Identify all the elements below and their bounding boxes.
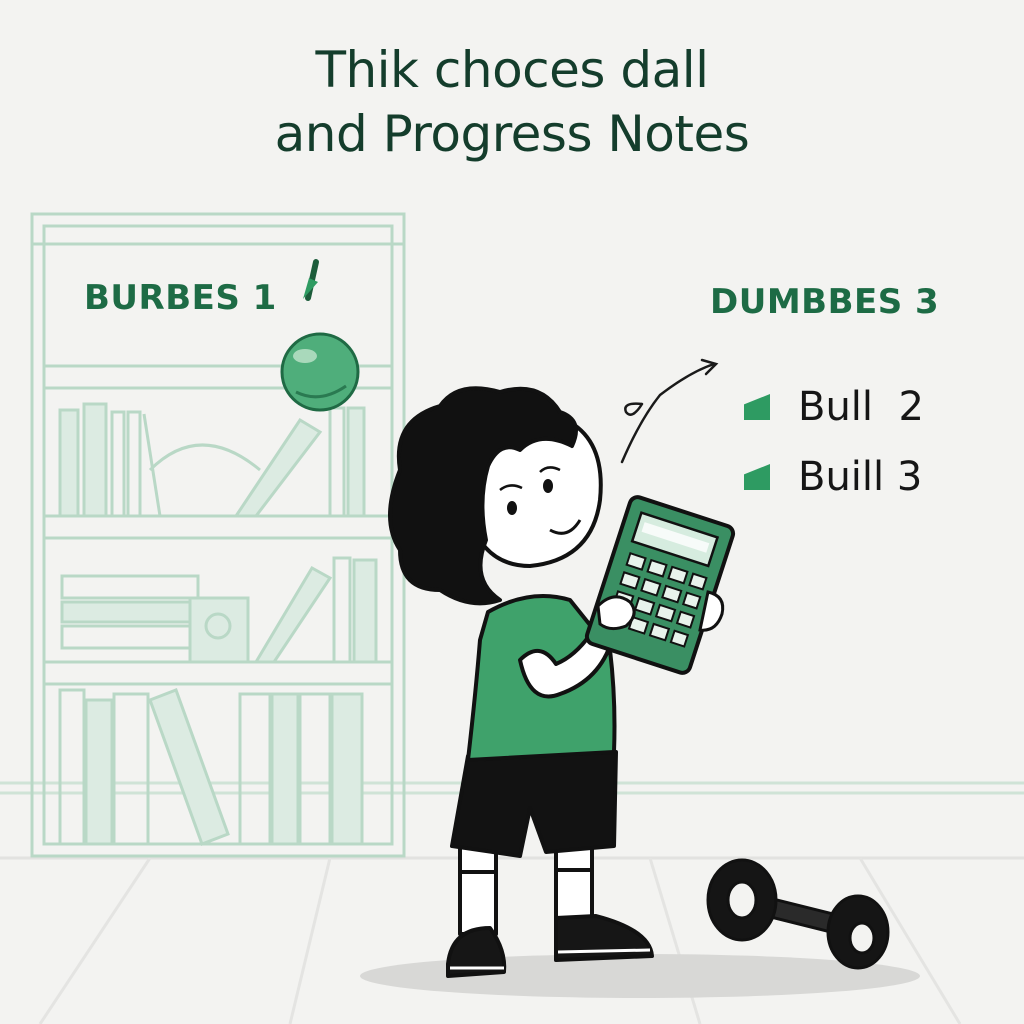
calculator-icon	[584, 495, 736, 675]
list-item: Buill 3	[744, 442, 924, 512]
bullet-marker-icon	[744, 394, 770, 420]
bullet-label: Buill 3	[798, 454, 923, 500]
floor-shadow	[360, 954, 920, 998]
ball-icon	[280, 332, 360, 412]
title-line-1: Thik choces dall	[315, 41, 709, 99]
left-heading: BURBES 1	[84, 278, 277, 318]
page-title: Thik choces dall and Progress Notes	[0, 38, 1024, 166]
dumbbell-icon	[706, 858, 890, 970]
child-figure	[388, 386, 654, 978]
pencil-icon	[303, 259, 319, 301]
bullet-list: Bull 2 Buill 3	[744, 372, 924, 512]
bullet-marker-icon	[744, 464, 770, 490]
list-item: Bull 2	[744, 372, 924, 442]
right-heading: DUMBBES 3	[710, 282, 940, 322]
arrow-icon	[620, 358, 719, 464]
title-line-2: and Progress Notes	[274, 105, 750, 163]
bullet-label: Bull 2	[798, 384, 924, 430]
